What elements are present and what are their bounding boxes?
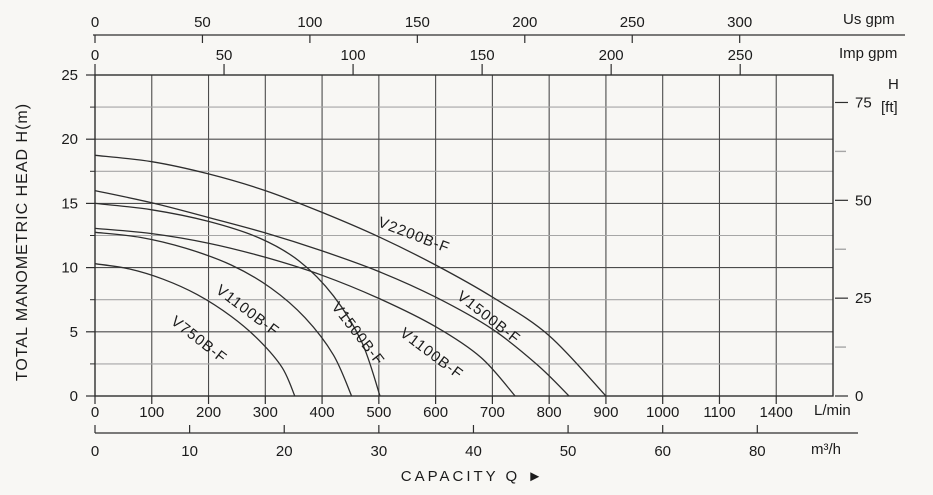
imp-gpm-tick-label: 150: [470, 47, 495, 64]
curve-label-v1500-flat: V1500B-F: [454, 288, 524, 348]
lmin-tick-label: 800: [537, 404, 562, 421]
us-gpm-tick-label: 100: [297, 14, 322, 31]
right-axis: 75 50 25 0: [835, 94, 872, 405]
right-axis-ft-label: [ft]: [881, 99, 898, 116]
curve-v750-steep: [94, 263, 296, 397]
lmin-tick-label: 0: [91, 404, 99, 421]
m3h-tick-label: 10: [181, 443, 198, 460]
lmin-tick-label: 500: [366, 404, 391, 421]
curve-v1100-flat: [94, 227, 516, 397]
curve-label-v750-steep: V750B-F: [168, 313, 231, 367]
left-axis-tick-label: 0: [70, 388, 78, 405]
right-axis-h-label: H: [888, 76, 899, 93]
y-axis-title: TOTAL MANOMETRIC HEAD H(m): [14, 102, 31, 382]
m3h-tick-label: 0: [91, 443, 99, 460]
x-axis-title: CAPACITY Q ►: [400, 468, 546, 485]
lmin-tick-label: 300: [253, 404, 278, 421]
us-gpm-tick-label: 50: [194, 14, 211, 31]
lmin-tick-label: 1400: [760, 404, 793, 421]
left-axis-tick-label: 25: [61, 67, 78, 84]
m3h-tick-label: 50: [560, 443, 577, 460]
us-gpm-tick-label: 0: [91, 14, 99, 31]
grid: [95, 75, 833, 396]
lmin-tick-label: 100: [139, 404, 164, 421]
left-axis-tick-label: 20: [61, 131, 78, 148]
us-gpm-tick-label: 250: [620, 14, 645, 31]
lmin-axis: 0 100 200 300 400 500 600 700 800 900 1000 1100 1400: [91, 396, 793, 421]
us-gpm-axis: 0 50 100 150 200 250 300: [91, 14, 905, 43]
lmin-tick-label: 400: [310, 404, 335, 421]
imp-gpm-tick-label: 0: [91, 47, 99, 64]
m3h-axis: 0 10 20 30 40 50 60 80: [91, 425, 858, 460]
right-axis-tick-label: 75: [855, 94, 872, 111]
m3h-unit-label: m³/h: [811, 441, 841, 458]
lmin-tick-label: 200: [196, 404, 221, 421]
imp-gpm-tick-label: 250: [728, 47, 753, 64]
curve-v1500-flat: [94, 189, 570, 397]
curve-v2200: [94, 154, 607, 397]
us-gpm-tick-label: 150: [405, 14, 430, 31]
imp-gpm-unit-label: Imp gpm: [839, 45, 898, 62]
lmin-tick-label: 1000: [646, 404, 679, 421]
right-axis-tick-label: 50: [855, 192, 872, 209]
m3h-tick-label: 30: [371, 443, 388, 460]
lmin-tick-label: 1100: [703, 404, 735, 421]
left-axis-tick-label: 15: [61, 195, 78, 212]
curve-v1500-steep: [94, 202, 381, 397]
m3h-tick-label: 60: [654, 443, 671, 460]
us-gpm-unit-label: Us gpm: [843, 11, 895, 28]
imp-gpm-tick-label: 100: [341, 47, 366, 64]
imp-gpm-tick-label: 50: [216, 47, 233, 64]
right-axis-tick-label: 0: [855, 388, 863, 405]
left-axis-tick-label: 10: [61, 260, 78, 277]
imp-gpm-tick-label: 200: [599, 47, 624, 64]
m3h-tick-label: 20: [276, 443, 293, 460]
lmin-tick-label: 700: [480, 404, 505, 421]
us-gpm-tick-label: 200: [512, 14, 537, 31]
m3h-tick-label: 80: [749, 443, 766, 460]
lmin-tick-label: 900: [593, 404, 618, 421]
imp-gpm-axis: 0 50 100 150 200 250: [91, 47, 753, 75]
m3h-tick-label: 40: [465, 443, 482, 460]
curve-v1100-steep: [94, 231, 353, 397]
left-axis-tick-label: 5: [70, 324, 78, 341]
us-gpm-tick-label: 300: [727, 14, 752, 31]
lmin-tick-label: 600: [423, 404, 448, 421]
right-axis-tick-label: 25: [855, 290, 872, 307]
left-axis: 25 20 15 10 5 0: [61, 67, 95, 405]
curve-label-v1100-flat: V1100B-F: [397, 325, 467, 383]
lmin-unit-label: L/min: [814, 402, 851, 419]
